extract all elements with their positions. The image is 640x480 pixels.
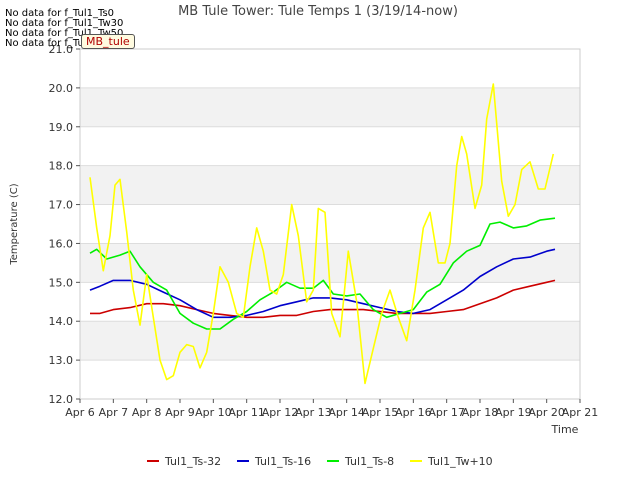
x-tick-label: Apr 10: [195, 406, 232, 419]
x-tick-label: Apr 7: [99, 406, 129, 419]
plot-frame: [79, 48, 581, 400]
x-tick-label: Apr 21: [562, 406, 599, 419]
legend-entry: Tul1_Ts-8: [344, 455, 394, 468]
no-data-message: No data for f_Tul1_Tw100: [5, 38, 130, 49]
x-tick-label: Apr 8: [132, 406, 162, 419]
y-tick-label: 21.0: [49, 43, 74, 56]
y-tick-label: 12.0: [49, 393, 74, 406]
x-tick-label: Apr 16: [395, 406, 432, 419]
series-line-tul1-ts-8: [89, 217, 556, 330]
legend-entry: Tul1_Ts-16: [254, 455, 311, 468]
x-tick-label: Apr 20: [528, 406, 565, 419]
x-tick-label: Apr 6: [65, 406, 95, 419]
series-line-tul1-ts-16: [89, 248, 556, 319]
y-tick-label: 13.0: [49, 354, 74, 367]
x-tick-label: Apr 13: [295, 406, 332, 419]
y-tick-label: 17.0: [49, 199, 74, 212]
x-tick-label: Apr 11: [228, 406, 265, 419]
x-tick-label: Apr 17: [428, 406, 465, 419]
y-tick-label: 16.0: [49, 237, 74, 250]
x-tick-label: Apr 12: [262, 406, 299, 419]
x-tick-label: Apr 19: [495, 406, 532, 419]
x-tick-label: Apr 18: [462, 406, 499, 419]
background-band: [80, 87, 580, 127]
series-lines: [89, 83, 556, 385]
series-line-tul1-ts-32: [90, 279, 556, 319]
no-data-message: No data for f_Tul1_Tw50: [5, 28, 124, 39]
y-tick-label: 15.0: [49, 276, 74, 289]
x-tick-label: Apr 15: [362, 406, 399, 419]
no-data-message: No data for f_Tul1_Ts0: [5, 8, 115, 19]
chart-title: MB Tule Tower: Tule Temps 1 (3/19/14-now…: [178, 4, 458, 19]
legend-entry: Tul1_Tw+10: [427, 455, 493, 468]
y-tick-label: 18.0: [49, 160, 74, 173]
x-tick-label: Apr 14: [328, 406, 365, 419]
background-band: [80, 321, 580, 361]
y-tick-label: 14.0: [49, 315, 74, 328]
y-tick-label: 19.0: [49, 121, 74, 134]
background-band: [80, 165, 580, 205]
no-data-message: No data for f_Tul1_Tw30: [5, 18, 124, 29]
x-axis-label: Time: [551, 423, 579, 436]
y-axis-label: Temperature (C): [9, 183, 20, 265]
x-tick-label: Apr 9: [165, 406, 195, 419]
background-bands: [80, 87, 580, 361]
y-axis-ticks: 12.0 13.0 14.0 15.0 16.0 17.0 18.0 19.0 20.0 21.0: [49, 43, 80, 406]
legend: Tul1_Ts-32 Tul1_Ts-16 Tul1_Ts-8 Tul1_Tw+10: [147, 455, 493, 468]
y-tick-label: 20.0: [49, 82, 74, 95]
legend-entry: Tul1_Ts-32: [164, 455, 221, 468]
site-badge: MB_tule: [81, 34, 135, 49]
series-line-tul1-tw-10: [89, 83, 555, 385]
